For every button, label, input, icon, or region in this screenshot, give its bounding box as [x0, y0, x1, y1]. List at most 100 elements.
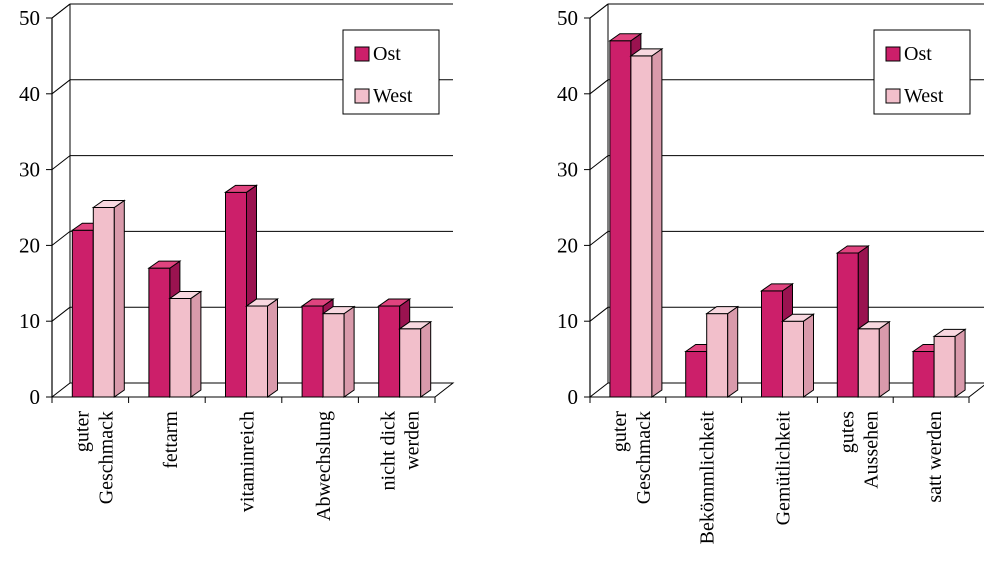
bar-front	[322, 313, 345, 398]
x-tick-label: gutes	[836, 411, 858, 453]
bar-front	[225, 191, 247, 398]
legend-swatch-ost	[354, 46, 370, 62]
x-category-label: Bekömmlichkeit	[697, 411, 719, 545]
bar-west	[705, 305, 740, 398]
x-tick-label: nicht dick	[378, 411, 400, 490]
bar-top	[168, 290, 203, 299]
x-category-label: vitaminreich	[237, 411, 259, 512]
legend-swatch-west	[354, 88, 370, 104]
gridline-side	[589, 306, 609, 322]
gridline-side	[589, 79, 609, 95]
legend: Ost West	[342, 29, 440, 115]
bar-side	[190, 290, 202, 398]
bar-front	[912, 351, 935, 398]
bar-front	[399, 328, 422, 398]
bar-top	[300, 298, 335, 307]
bar-front	[706, 313, 729, 398]
x-tick-label: Gemütlichkeit	[773, 411, 795, 526]
x-category-label: gutes Aussehen	[836, 411, 882, 489]
legend-swatch-west	[885, 88, 901, 104]
x-tick-label: Aussehen	[860, 411, 882, 489]
legend-swatch-ost	[885, 46, 901, 62]
bar-west	[244, 298, 280, 398]
bar-side	[954, 328, 966, 398]
y-tick-label: 0	[568, 385, 579, 409]
y-tick-label: 50	[557, 6, 578, 30]
x-category-label: Gemütlichkeit	[773, 411, 795, 526]
x-tick-label: Geschmack	[95, 411, 117, 504]
bar-side	[420, 320, 432, 398]
y-tick-label: 50	[19, 6, 40, 30]
x-category-label: fettarm	[160, 411, 182, 469]
x-tick-label: vitaminreich	[237, 411, 259, 512]
bar-side	[878, 320, 890, 398]
bar-front	[630, 55, 653, 398]
bar-top	[780, 313, 816, 322]
bar-side	[267, 298, 278, 398]
bar-top	[759, 283, 795, 292]
y-axis-top-edge	[589, 3, 609, 19]
gridline-side	[589, 155, 609, 170]
x-category-label: guter Geschmack	[609, 411, 655, 505]
y-tick-label: 30	[19, 158, 40, 182]
y-tick-label: 20	[557, 233, 578, 257]
gridline-side	[51, 306, 71, 322]
x-category-label: guter Geschmack	[71, 411, 117, 505]
bar-west	[91, 199, 126, 398]
bar-front	[71, 229, 94, 398]
bar-front	[301, 305, 324, 398]
bar-front	[685, 351, 708, 398]
y-tick-label: 20	[19, 233, 40, 257]
x-tick-label: fettarm	[160, 411, 182, 469]
bar-top	[835, 245, 870, 254]
gridline-side	[51, 155, 71, 170]
gridline-side	[51, 231, 71, 246]
y-tick-label: 10	[19, 309, 40, 333]
bar-top	[629, 48, 664, 57]
y-tick-label: 0	[30, 385, 41, 409]
bar-front	[836, 252, 859, 398]
bar-west	[629, 47, 664, 398]
chart-2: 0 10 20 30 40 50 guter Geschmack Bekömmlichkeit G…	[557, 3, 984, 545]
bar-side	[803, 313, 814, 398]
y-tick-label: 30	[557, 158, 578, 182]
bar-top	[705, 306, 740, 315]
x-tick-label: werden	[402, 411, 424, 470]
bar-west	[398, 320, 433, 398]
bar-front	[246, 305, 268, 398]
x-tick-label: Geschmack	[633, 411, 655, 504]
bar-top	[932, 328, 967, 337]
bar-front	[857, 328, 880, 398]
gridline-side	[589, 231, 609, 246]
gridline-side	[51, 79, 71, 95]
bar-top	[856, 321, 891, 330]
bar-west	[932, 328, 967, 398]
legend: Ost West	[873, 29, 971, 115]
x-category-label: Abwechslung	[313, 411, 335, 521]
bar-west	[321, 305, 356, 398]
x-tick-label: Bekömmlichkeit	[697, 411, 719, 545]
bar-front	[609, 40, 632, 398]
bar-side	[727, 305, 739, 398]
y-tick-label: 40	[557, 82, 578, 106]
bar-front	[378, 305, 401, 398]
bar-west	[780, 313, 816, 398]
legend-label-west: West	[904, 85, 944, 107]
chart-1: 0 10 20 30 40 50 guter Geschmack fettarm vitaminr…	[19, 3, 455, 521]
bar-top	[244, 298, 280, 307]
bar-front	[92, 207, 115, 398]
x-tick-label: guter	[609, 411, 631, 452]
y-tick-label: 10	[557, 309, 578, 333]
y-axis-top-edge	[51, 3, 71, 19]
x-category-label: nicht dick werden	[378, 411, 424, 490]
bar-front	[761, 290, 783, 398]
bar-west	[168, 290, 203, 398]
bar-front	[782, 320, 804, 398]
x-tick-label: Abwechslung	[313, 411, 335, 521]
bar-side	[113, 199, 125, 398]
bar-top	[91, 200, 126, 208]
legend-label-ost: Ost	[373, 43, 401, 65]
bar-top	[321, 306, 356, 315]
legend-label-ost: Ost	[904, 43, 932, 65]
